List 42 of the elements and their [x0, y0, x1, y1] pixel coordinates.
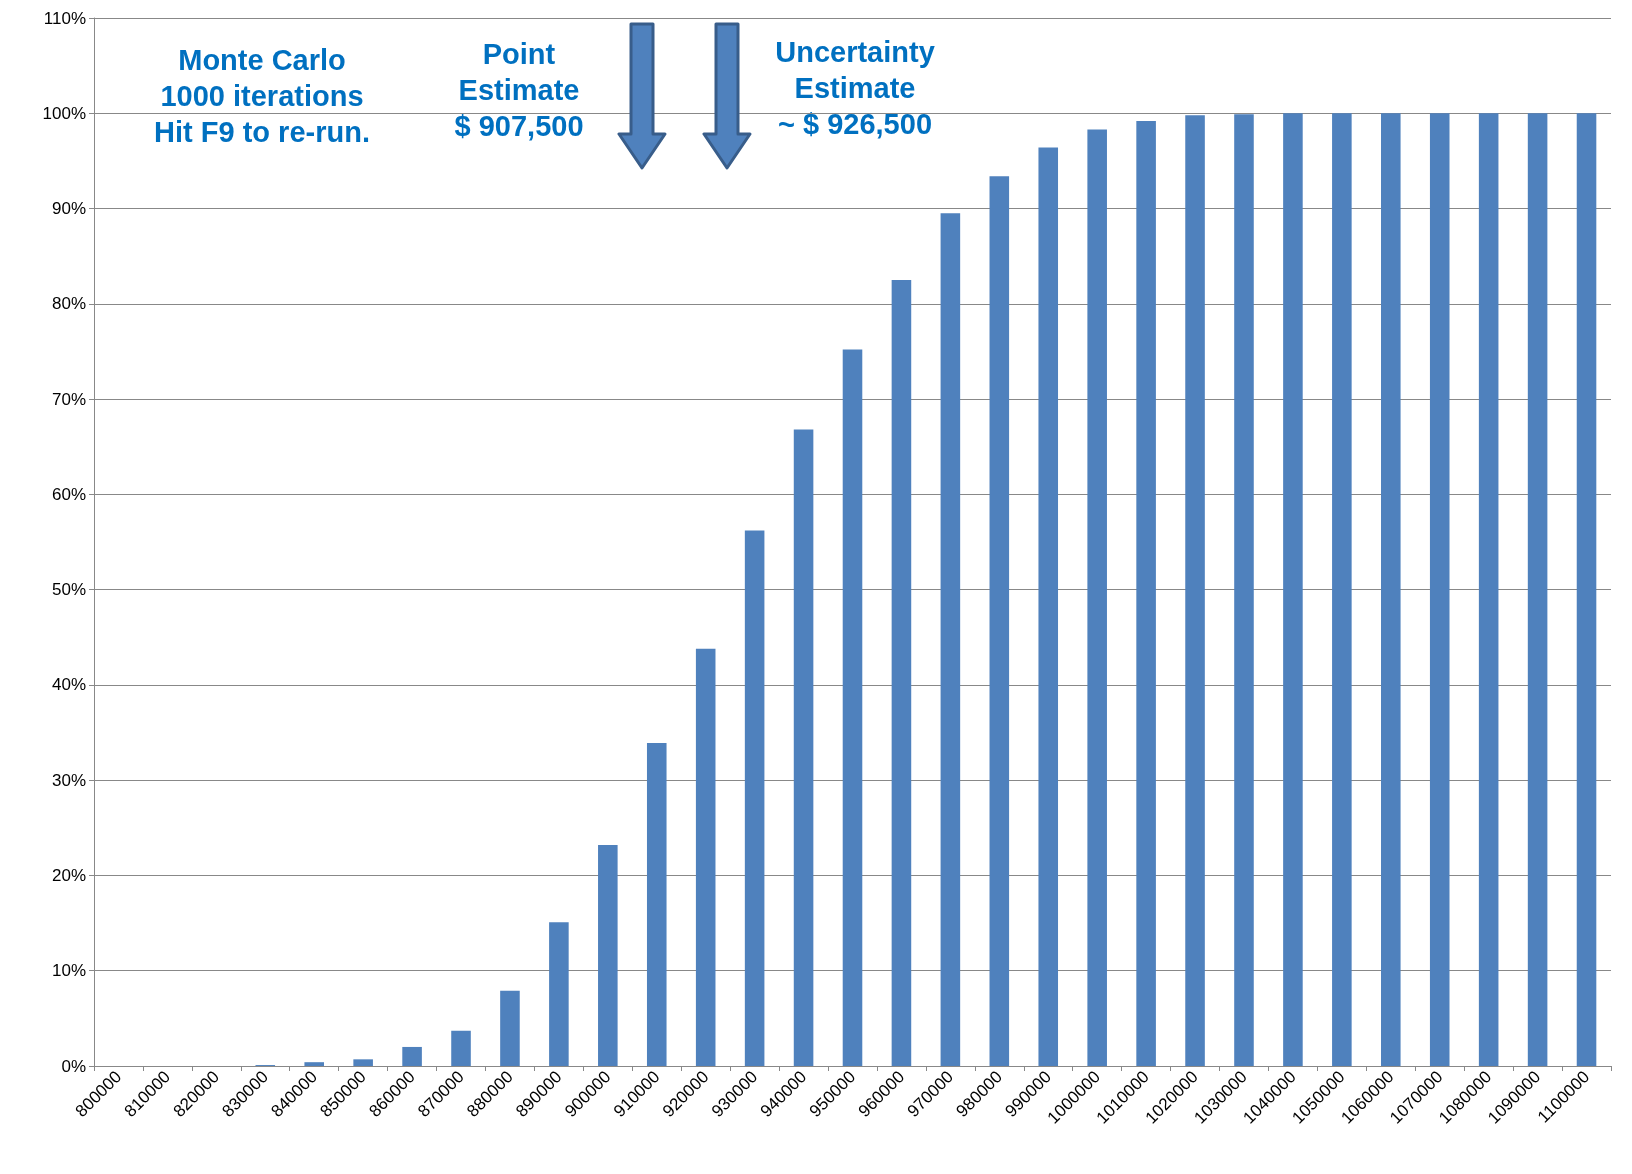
bar — [1576, 113, 1597, 1066]
bar — [549, 922, 569, 1066]
annotation: Point Estimate $ 907,500 — [454, 38, 584, 142]
y-tick-label: 30% — [51, 770, 86, 790]
y-tick-label: 60% — [51, 484, 86, 504]
bar — [1038, 147, 1059, 1066]
y-tick-label: 80% — [51, 294, 86, 314]
bar — [1234, 114, 1254, 1066]
bar — [1283, 113, 1303, 1066]
bar — [842, 349, 863, 1066]
bar — [989, 176, 1010, 1066]
bar — [598, 844, 618, 1066]
bar — [1185, 115, 1205, 1066]
bar — [1136, 120, 1156, 1066]
bar — [500, 990, 520, 1066]
annotation: Monte Carlo 1000 iterations Hit F9 to re-run. — [154, 44, 370, 148]
y-tick-label: 50% — [51, 580, 86, 600]
y-tick-label: 0% — [61, 1056, 86, 1076]
bar — [695, 648, 716, 1066]
bar — [304, 1062, 324, 1066]
y-tick-label: 90% — [51, 199, 86, 219]
y-tick-label: 110% — [43, 8, 86, 28]
bar — [353, 1059, 373, 1066]
y-tick-label: 20% — [51, 865, 86, 885]
y-tick-label: 100% — [42, 103, 86, 123]
bar — [451, 1030, 471, 1066]
y-tick-label: 10% — [51, 961, 86, 981]
bar — [793, 429, 814, 1066]
bar — [1087, 129, 1107, 1066]
bar — [1478, 113, 1499, 1066]
bar — [1527, 113, 1548, 1066]
bar — [891, 280, 912, 1066]
y-tick-label: 70% — [51, 389, 86, 409]
bar — [1429, 113, 1450, 1066]
bar — [1332, 113, 1352, 1066]
bar — [744, 530, 765, 1066]
bar — [646, 743, 667, 1066]
bar — [1381, 113, 1401, 1066]
bar — [402, 1046, 422, 1066]
bar — [940, 213, 961, 1066]
y-tick-label: 40% — [51, 675, 86, 695]
annotation: Uncertainty Estimate ~ $ 926,500 — [775, 36, 935, 140]
